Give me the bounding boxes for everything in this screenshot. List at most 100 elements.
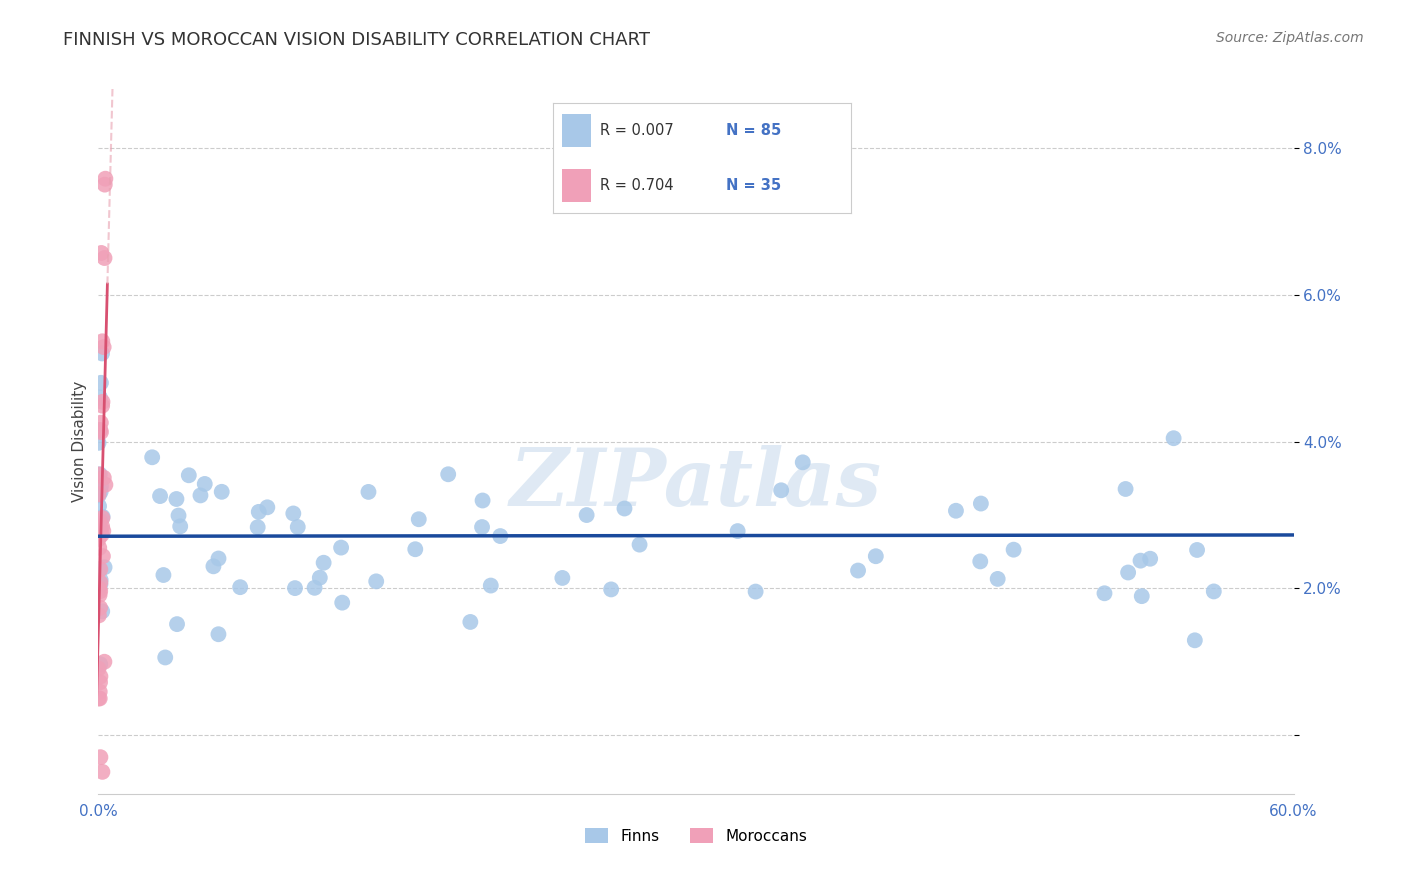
Point [471,520,494,534]
Point [987,572,1010,586]
Point [613,501,636,516]
Point [551,571,574,585]
Point [330,596,353,610]
Point [945,504,967,518]
Point [93,655,115,669]
Point [211,484,233,499]
Point [437,467,460,482]
Point [91,764,114,779]
Point [89,657,111,672]
Point [90,425,112,439]
Point [177,468,200,483]
Point [90,479,112,493]
Point [93,340,115,354]
Point [87,499,110,513]
Point [89,541,111,555]
Point [287,520,309,534]
Point [1316,605,1339,619]
Point [87,608,110,623]
Point [1295,487,1317,501]
Point [90,484,112,499]
Point [91,346,114,360]
Point [283,507,305,521]
Point [256,500,278,515]
Text: FINNISH VS MOROCCAN VISION DISABILITY CORRELATION CHART: FINNISH VS MOROCCAN VISION DISABILITY CO… [63,31,650,49]
Legend: Finns, Moroccans: Finns, Moroccans [579,822,813,850]
Point [1115,482,1137,496]
Point [404,542,426,557]
Text: Source: ZipAtlas.com: Source: ZipAtlas.com [1216,31,1364,45]
Point [91,524,114,538]
Point [600,582,623,597]
Point [166,617,188,632]
Point [87,516,110,531]
Point [471,493,494,508]
Point [229,580,252,594]
Point [91,334,114,349]
Point [93,471,115,485]
Point [89,575,111,590]
Point [89,600,111,615]
Point [89,562,111,576]
Point [89,577,111,591]
Point [628,538,651,552]
Point [479,578,502,592]
Point [89,514,111,528]
Point [89,467,111,482]
Point [87,532,110,546]
Point [89,391,111,405]
Point [1002,542,1025,557]
Point [1202,584,1225,599]
Point [460,615,482,629]
Point [1163,431,1185,445]
Point [89,514,111,528]
Point [190,488,212,502]
Point [93,251,115,265]
Point [304,581,326,595]
Point [89,669,111,683]
Point [94,171,117,186]
Point [969,554,991,568]
Point [89,750,111,764]
Point [165,491,187,506]
Y-axis label: Vision Disability: Vision Disability [72,381,87,502]
Point [1094,586,1116,600]
Point [1129,554,1152,568]
Point [169,519,191,533]
Point [93,560,115,574]
Point [207,551,229,566]
Point [149,489,172,503]
Point [155,650,177,665]
Point [90,246,112,260]
Point [87,691,110,706]
Point [89,691,111,706]
Point [91,399,114,413]
Point [1185,543,1208,558]
Point [357,484,380,499]
Point [91,509,114,524]
Point [408,512,430,526]
Text: ZIPatlas: ZIPatlas [510,445,882,523]
Point [846,564,869,578]
Point [194,477,217,491]
Point [246,520,269,534]
Point [89,588,111,602]
Point [207,627,229,641]
Point [970,497,993,511]
Point [87,467,110,482]
Point [89,423,111,437]
Point [89,582,111,596]
Point [91,604,114,618]
Point [1130,589,1153,603]
Point [727,524,749,538]
Point [792,455,814,469]
Point [247,505,270,519]
Point [90,416,112,430]
Point [284,581,307,595]
Point [91,549,114,564]
Point [152,568,174,582]
Point [330,541,353,555]
Point [489,529,512,543]
Point [89,684,111,698]
Point [89,584,111,599]
